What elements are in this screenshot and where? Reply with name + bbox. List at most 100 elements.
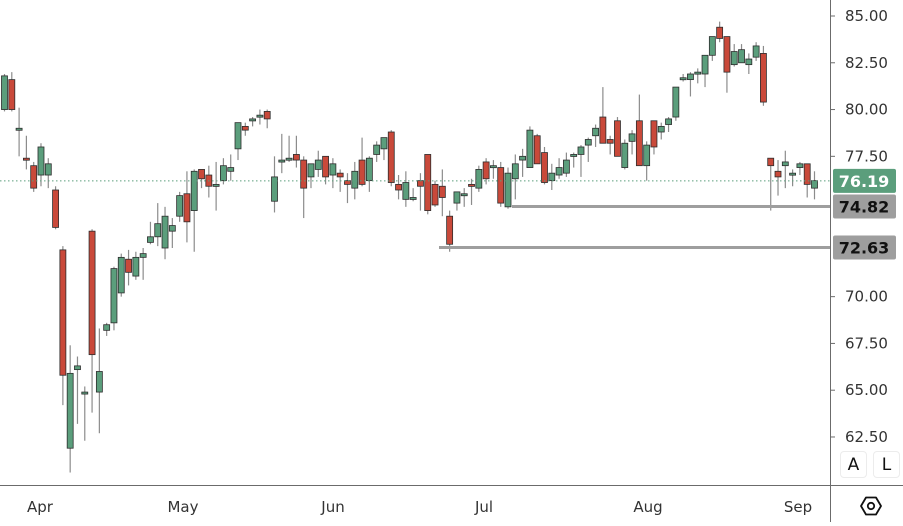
candle-down[interactable] bbox=[22, 157, 30, 161]
candle-up[interactable] bbox=[132, 256, 140, 277]
candle-up[interactable] bbox=[402, 182, 410, 200]
candle-down[interactable] bbox=[395, 183, 402, 191]
candle-up[interactable] bbox=[220, 165, 227, 182]
candle-down[interactable] bbox=[468, 183, 475, 187]
candle-down[interactable] bbox=[241, 125, 249, 131]
candle-up[interactable] bbox=[555, 167, 563, 176]
candle-up[interactable] bbox=[190, 170, 198, 211]
candle-up[interactable] bbox=[44, 163, 52, 176]
candle-up[interactable] bbox=[679, 77, 687, 81]
candle-up[interactable] bbox=[701, 54, 709, 75]
candle-up[interactable] bbox=[687, 73, 694, 81]
candle-down[interactable] bbox=[292, 154, 300, 161]
candle-down[interactable] bbox=[424, 154, 432, 211]
candle-up[interactable] bbox=[314, 159, 322, 170]
candle-down[interactable] bbox=[263, 111, 271, 120]
candle-up[interactable] bbox=[511, 163, 519, 180]
candle-up[interactable] bbox=[672, 86, 680, 118]
candle-up[interactable] bbox=[738, 49, 745, 64]
candle-up[interactable] bbox=[453, 191, 461, 204]
candle-up[interactable] bbox=[285, 157, 293, 161]
candle-down[interactable] bbox=[344, 180, 351, 185]
candle-down[interactable] bbox=[446, 215, 454, 245]
candle-down[interactable] bbox=[599, 116, 607, 144]
candle-up[interactable] bbox=[256, 114, 264, 118]
candle-up[interactable] bbox=[730, 51, 738, 66]
candle-up[interactable] bbox=[694, 71, 702, 75]
candle-up[interactable] bbox=[154, 223, 162, 238]
candle-down[interactable] bbox=[497, 167, 505, 204]
candle-down[interactable] bbox=[198, 169, 205, 180]
candle-up[interactable] bbox=[621, 142, 629, 168]
candle-up[interactable] bbox=[307, 163, 315, 178]
candle-down[interactable] bbox=[387, 131, 395, 183]
candle-up[interactable] bbox=[271, 176, 278, 202]
candle-up[interactable] bbox=[657, 125, 665, 133]
candle-down[interactable] bbox=[125, 258, 132, 273]
candle-down[interactable] bbox=[59, 249, 67, 376]
candle-up[interactable] bbox=[234, 122, 242, 150]
candle-down[interactable] bbox=[336, 172, 344, 178]
candle-up[interactable] bbox=[227, 167, 235, 172]
candle-down[interactable] bbox=[723, 36, 731, 73]
candle-up[interactable] bbox=[752, 45, 760, 58]
candle-down[interactable] bbox=[767, 157, 775, 167]
candle-up[interactable] bbox=[15, 127, 23, 131]
candle-up[interactable] bbox=[570, 154, 578, 157]
candle-up[interactable] bbox=[168, 225, 176, 232]
candle-up[interactable] bbox=[409, 197, 417, 200]
hexagon-settings-icon[interactable] bbox=[860, 496, 882, 516]
candle-up[interactable] bbox=[628, 133, 636, 142]
candle-down[interactable] bbox=[183, 193, 191, 223]
candle-up[interactable] bbox=[351, 170, 359, 189]
auto-scale-button[interactable]: A bbox=[840, 451, 867, 478]
candle-up[interactable] bbox=[278, 159, 286, 163]
candle-up[interactable] bbox=[365, 157, 373, 182]
candle-down[interactable] bbox=[438, 185, 446, 198]
candle-down[interactable] bbox=[88, 230, 96, 356]
candle-up[interactable] bbox=[66, 372, 74, 449]
candle-up[interactable] bbox=[811, 180, 818, 189]
candle-up[interactable] bbox=[117, 256, 125, 294]
candle-up[interactable] bbox=[110, 268, 118, 324]
candle-up[interactable] bbox=[562, 159, 570, 174]
candle-down[interactable] bbox=[431, 183, 439, 206]
candle-up[interactable] bbox=[161, 215, 169, 249]
candle-down[interactable] bbox=[716, 26, 724, 39]
candle-up[interactable] bbox=[1, 75, 8, 110]
candle-up[interactable] bbox=[745, 58, 753, 66]
candle-up[interactable] bbox=[490, 165, 497, 169]
candle-down[interactable] bbox=[482, 161, 490, 180]
candle-down[interactable] bbox=[606, 139, 614, 144]
candle-up[interactable] bbox=[796, 163, 804, 168]
candle-up[interactable] bbox=[329, 163, 337, 176]
time-axis-labels[interactable]: Apr May Jun Jul Aug Sep bbox=[27, 498, 812, 516]
log-scale-button[interactable]: L bbox=[873, 451, 900, 478]
candle-up[interactable] bbox=[592, 127, 599, 137]
candle-down[interactable] bbox=[541, 152, 548, 183]
candle-up[interactable] bbox=[373, 144, 381, 155]
candle-up[interactable] bbox=[584, 139, 592, 146]
candle-down[interactable] bbox=[774, 170, 782, 178]
candle-down[interactable] bbox=[760, 53, 767, 103]
candle-down[interactable] bbox=[358, 159, 366, 185]
candle-up[interactable] bbox=[176, 195, 184, 217]
price-axis-labels[interactable]: 85.00 82.50 80.00 77.50 70.00 67.50 65.00 62.50 bbox=[830, 7, 888, 446]
candle-up[interactable] bbox=[139, 253, 147, 258]
candle-up[interactable] bbox=[380, 137, 388, 150]
candle-up[interactable] bbox=[95, 371, 103, 393]
candle-up[interactable] bbox=[81, 391, 89, 395]
candle-up[interactable] bbox=[643, 144, 651, 167]
candle-down[interactable] bbox=[533, 135, 541, 165]
candle-up[interactable] bbox=[147, 236, 154, 243]
candle-down[interactable] bbox=[30, 165, 38, 189]
candle-down[interactable] bbox=[650, 120, 658, 148]
candle-up[interactable] bbox=[548, 172, 556, 182]
candle-up[interactable] bbox=[37, 146, 45, 176]
candle-down[interactable] bbox=[8, 79, 16, 110]
candle-up[interactable] bbox=[460, 193, 468, 197]
candle-down[interactable] bbox=[635, 120, 643, 167]
candle-up[interactable] bbox=[475, 169, 483, 189]
candle-down[interactable] bbox=[300, 159, 308, 189]
